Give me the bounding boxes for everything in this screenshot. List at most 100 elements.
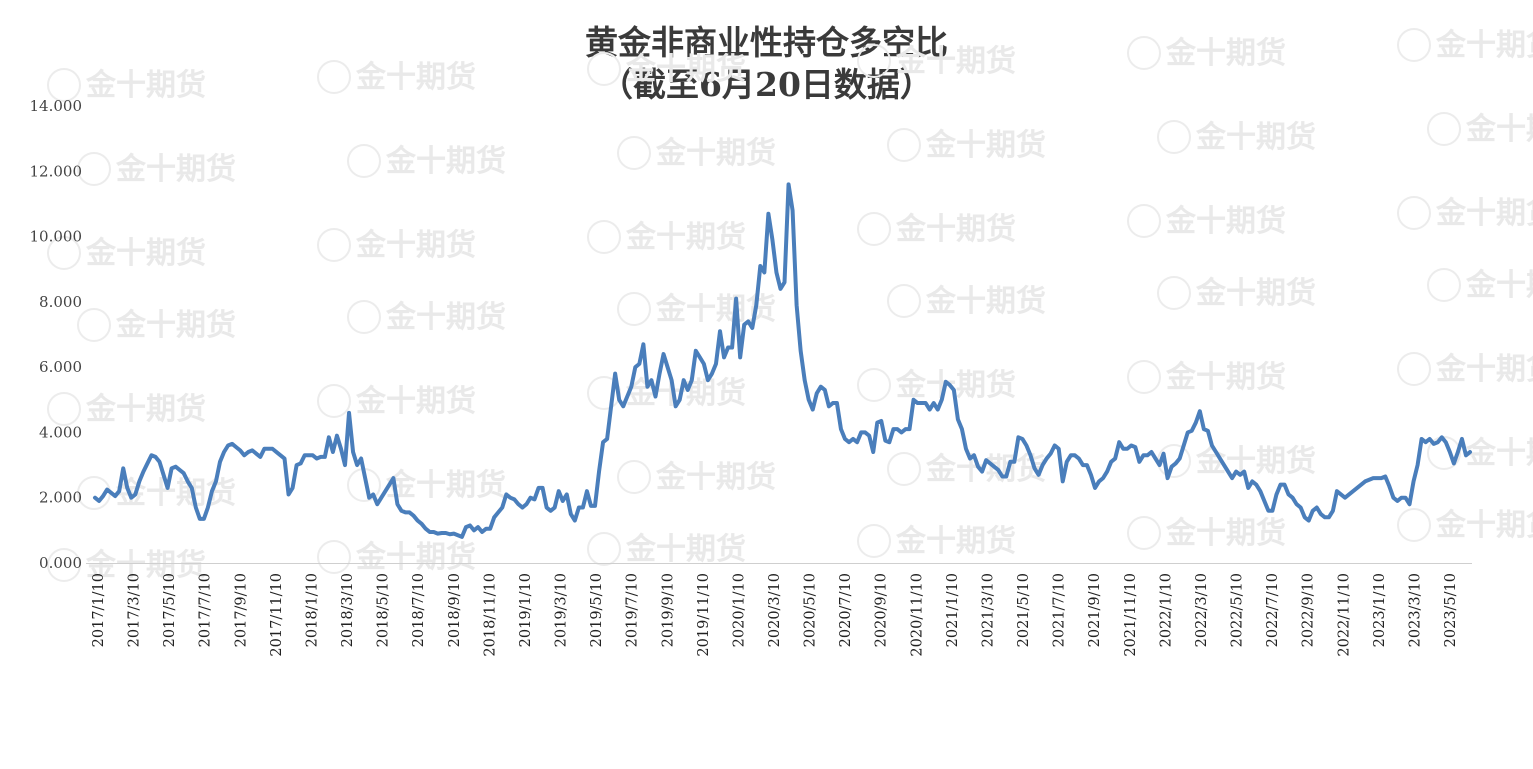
svg-text:金十期货: 金十期货 — [1435, 352, 1533, 387]
svg-text:金十期货: 金十期货 — [895, 524, 1016, 559]
plot-area — [93, 182, 1472, 539]
x-tick-label: 2019/9/10 — [660, 573, 676, 647]
svg-text:金十期货: 金十期货 — [895, 44, 1016, 79]
x-tick-label: 2020/3/10 — [767, 573, 783, 647]
svg-text:金十期货: 金十期货 — [625, 52, 746, 87]
watermark: 金十期货 — [887, 452, 1046, 487]
watermark: 金十期货 — [617, 136, 776, 171]
x-tick-label: 2018/9/10 — [447, 573, 463, 647]
x-tick-label: 2021/1/10 — [945, 573, 961, 647]
watermark: 金十期货 — [317, 228, 476, 263]
x-tick-label: 2021/7/10 — [1052, 573, 1068, 647]
x-tick-label: 2017/3/10 — [127, 573, 143, 647]
watermark: 金十期货 — [1427, 268, 1533, 303]
watermark: 金十期货 — [587, 220, 746, 255]
x-axis: 2017/1/10 2017/3/10 2017/5/10 2017/7/10 2017… — [86, 563, 1472, 657]
svg-text:金十期货: 金十期货 — [355, 60, 476, 95]
y-tick-label: 10.000 — [30, 228, 83, 246]
series-line — [93, 182, 1472, 539]
svg-text:金十期货: 金十期货 — [625, 532, 746, 567]
svg-text:金十期货: 金十期货 — [655, 460, 776, 495]
x-tick-label: 2019/5/10 — [589, 573, 605, 647]
svg-text:金十期货: 金十期货 — [1465, 268, 1533, 303]
chart-subtitle: （截至6月20日数据） — [600, 65, 933, 104]
y-tick-label: 2.000 — [39, 489, 82, 507]
svg-text:金十期货: 金十期货 — [1195, 276, 1316, 311]
x-tick-label: 2020/9/10 — [874, 573, 890, 647]
svg-text:金十期货: 金十期货 — [85, 68, 206, 103]
x-tick-label: 2022/11/10 — [1336, 573, 1352, 657]
svg-text:金十期货: 金十期货 — [925, 284, 1046, 319]
x-tick-label: 2023/5/10 — [1443, 573, 1459, 647]
watermark: 金十期货 — [77, 152, 236, 187]
x-tick-label: 2019/7/10 — [625, 573, 641, 647]
y-axis: 0.000 2.000 4.000 6.000 8.000 10.000 12.000 14.… — [30, 97, 83, 572]
svg-text:金十期货: 金十期货 — [1165, 516, 1286, 551]
x-tick-label: 2023/3/10 — [1407, 573, 1423, 647]
svg-text:金十期货: 金十期货 — [85, 548, 206, 583]
svg-text:金十期货: 金十期货 — [925, 452, 1046, 487]
watermark: 金十期货 — [887, 284, 1046, 319]
x-tick-label: 2018/1/10 — [304, 573, 320, 647]
svg-text:金十期货: 金十期货 — [115, 152, 236, 187]
x-tick-label: 2020/5/10 — [803, 573, 819, 647]
x-tick-label: 2018/3/10 — [340, 573, 356, 647]
y-tick-label: 8.000 — [39, 293, 82, 311]
svg-text:金十期货: 金十期货 — [895, 212, 1016, 247]
watermark: 金十期货 — [587, 532, 746, 567]
watermark: 金十期货 — [317, 384, 476, 419]
watermark: 金十期货 — [1157, 276, 1316, 311]
svg-text:金十期货: 金十期货 — [1435, 196, 1533, 231]
svg-text:金十期货: 金十期货 — [1435, 508, 1533, 543]
watermark: 金十期货 — [77, 308, 236, 343]
x-tick-label: 2017/11/10 — [269, 573, 285, 657]
svg-text:金十期货: 金十期货 — [655, 136, 776, 171]
watermark: 金十期货 — [1127, 360, 1286, 395]
svg-text:金十期货: 金十期货 — [355, 540, 476, 575]
watermark: 金十期货 — [47, 236, 206, 271]
watermark: 金十期货 — [1397, 28, 1533, 63]
watermark: 金十期货 — [1127, 36, 1286, 71]
watermark: 金十期货 — [347, 144, 506, 179]
svg-text:金十期货: 金十期货 — [385, 468, 506, 503]
x-tick-label: 2021/5/10 — [1016, 573, 1032, 647]
x-tick-label: 2023/1/10 — [1372, 573, 1388, 647]
svg-text:金十期货: 金十期货 — [1165, 36, 1286, 71]
x-tick-label: 2017/7/10 — [198, 573, 214, 647]
watermark-layer: 金十期货金十期货金十期货金十期货金十期货金十期货金十期货金十期货金十期货金十期货… — [47, 28, 1533, 583]
svg-text:金十期货: 金十期货 — [1465, 436, 1533, 471]
x-tick-label: 2020/1/10 — [731, 573, 747, 647]
watermark: 金十期货 — [1397, 352, 1533, 387]
chart-title: 黄金非商业性持仓多空比 — [585, 23, 948, 62]
watermark: 金十期货 — [317, 540, 476, 575]
y-tick-label: 0.000 — [39, 554, 82, 572]
watermark: 金十期货 — [1397, 508, 1533, 543]
watermark: 金十期货 — [47, 392, 206, 427]
watermark: 金十期货 — [857, 212, 1016, 247]
svg-text:金十期货: 金十期货 — [355, 228, 476, 263]
watermark: 金十期货 — [617, 460, 776, 495]
svg-text:金十期货: 金十期货 — [1195, 120, 1316, 155]
watermark: 金十期货 — [47, 68, 206, 103]
svg-text:金十期货: 金十期货 — [925, 128, 1046, 163]
x-tick-label: 2022/7/10 — [1265, 573, 1281, 647]
watermark: 金十期货 — [1127, 516, 1286, 551]
y-tick-label: 14.000 — [30, 97, 83, 115]
x-tick-label: 2019/3/10 — [554, 573, 570, 647]
x-tick-label: 2018/7/10 — [411, 573, 427, 647]
watermark: 金十期货 — [887, 128, 1046, 163]
watermark: 金十期货 — [47, 548, 206, 583]
watermark: 金十期货 — [587, 52, 746, 87]
svg-text:金十期货: 金十期货 — [625, 220, 746, 255]
x-tick-label: 2017/9/10 — [233, 573, 249, 647]
watermark: 金十期货 — [857, 524, 1016, 559]
x-tick-label: 2021/11/10 — [1123, 573, 1139, 657]
x-tick-label: 2018/11/10 — [482, 573, 498, 657]
x-tick-label: 2020/7/10 — [838, 573, 854, 647]
x-tick-label: 2021/9/10 — [1087, 573, 1103, 647]
y-tick-label: 4.000 — [39, 423, 82, 441]
svg-text:金十期货: 金十期货 — [385, 300, 506, 335]
watermark: 金十期货 — [857, 368, 1016, 403]
svg-text:金十期货: 金十期货 — [85, 392, 206, 427]
watermark: 金十期货 — [347, 300, 506, 335]
